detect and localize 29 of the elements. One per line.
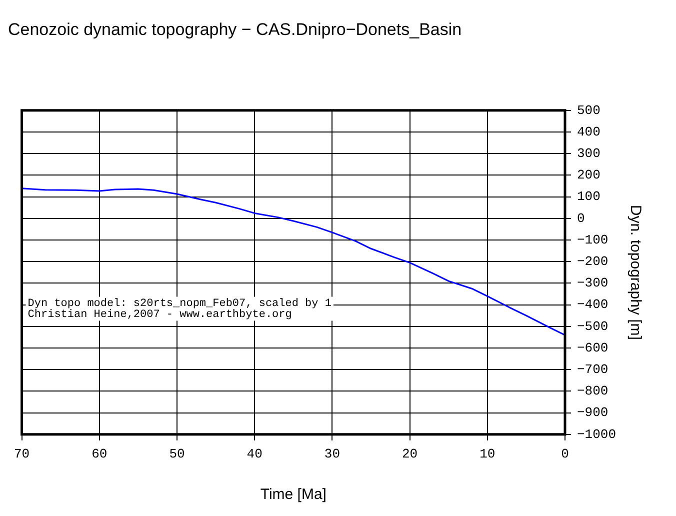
- x-tick-label: 50: [169, 446, 185, 462]
- y-tick-label: −600: [576, 340, 608, 356]
- y-tick-label: −400: [576, 297, 608, 312]
- x-tick-label: 40: [246, 446, 262, 462]
- y-tick-label: 500: [576, 102, 600, 118]
- x-tick-label: 70: [14, 446, 30, 462]
- y-tick-label: −500: [576, 318, 608, 334]
- y-tick-label: −200: [576, 254, 608, 270]
- x-axis-title: Time [Ma]: [260, 486, 326, 504]
- y-tick-label: 0: [576, 210, 585, 226]
- x-tick-label: 60: [92, 446, 108, 462]
- y-tick-label: −300: [576, 276, 608, 291]
- y-tick-label: 100: [576, 189, 600, 204]
- y-tick-label: −900: [576, 405, 608, 420]
- y-tick-label: 300: [576, 146, 600, 162]
- y-tick-label: −100: [576, 232, 608, 248]
- y-tick-label: −1000: [576, 426, 616, 442]
- y-tick-label: 200: [576, 168, 600, 183]
- x-tick-label: 20: [402, 446, 418, 462]
- x-tick-label: 30: [324, 446, 340, 462]
- x-tick-label: 10: [480, 446, 496, 462]
- chart-title: Cenozoic dynamic topography − CAS.Dnipro−Donets_Basin: [8, 20, 462, 39]
- y-axis-title: Dyn. topography [m]: [626, 204, 644, 340]
- annotation: Christian Heine,2007 - www.earthbyte.org: [28, 309, 292, 322]
- annotation: Dyn topo model: s20rts_nopm_Feb07, scaled by 1: [28, 298, 332, 310]
- y-tick-label: −700: [576, 362, 608, 378]
- y-tick-label: 400: [576, 124, 600, 140]
- x-tick-label: 0: [561, 446, 569, 462]
- y-tick-label: −800: [576, 384, 608, 399]
